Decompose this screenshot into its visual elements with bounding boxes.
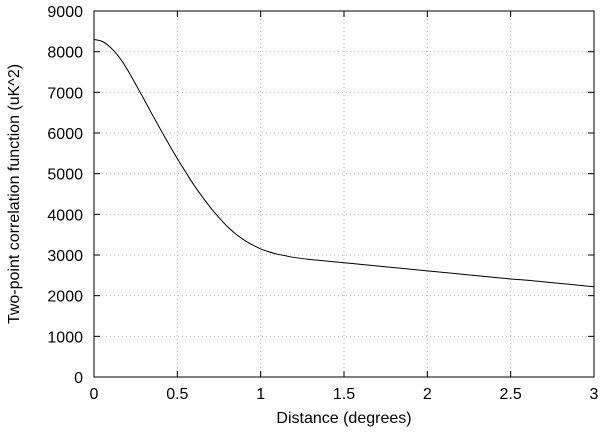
x-tick-label: 1 [256,386,265,403]
y-tick-label: 0 [74,370,83,387]
series-line [93,38,595,288]
series-layer [93,38,595,288]
y-tick-label: 6000 [47,126,83,143]
x-tick-label: 0 [90,386,99,403]
y-tick-label: 4000 [47,207,83,224]
x-axis-label: Distance (degrees) [276,410,411,427]
x-tick-labels: 0 0.5 1 1.5 2 2.5 3 [90,386,599,403]
y-tick-label: 7000 [47,85,83,102]
plot-frame [93,10,595,378]
y-tick-label: 1000 [47,329,83,346]
x-tick-label: 2 [423,386,432,403]
tick-marks [93,10,595,378]
y-tick-labels: 0 1000 2000 3000 4000 5000 6000 7000 8000 9000 [47,4,83,387]
y-tick-label: 3000 [47,248,83,265]
x-tick-label: 2.5 [500,386,522,403]
y-tick-label: 5000 [47,167,83,184]
y-tick-label: 9000 [47,4,83,21]
x-tick-label: 1.5 [333,386,355,403]
x-tick-label: 3 [590,386,599,403]
x-tick-label: 0.5 [166,386,188,403]
y-tick-label: 2000 [47,289,83,306]
y-tick-label: 8000 [47,45,83,62]
y-axis-label: Two-point correlation function (uK^2) [6,64,23,324]
grid-lines [94,11,594,377]
